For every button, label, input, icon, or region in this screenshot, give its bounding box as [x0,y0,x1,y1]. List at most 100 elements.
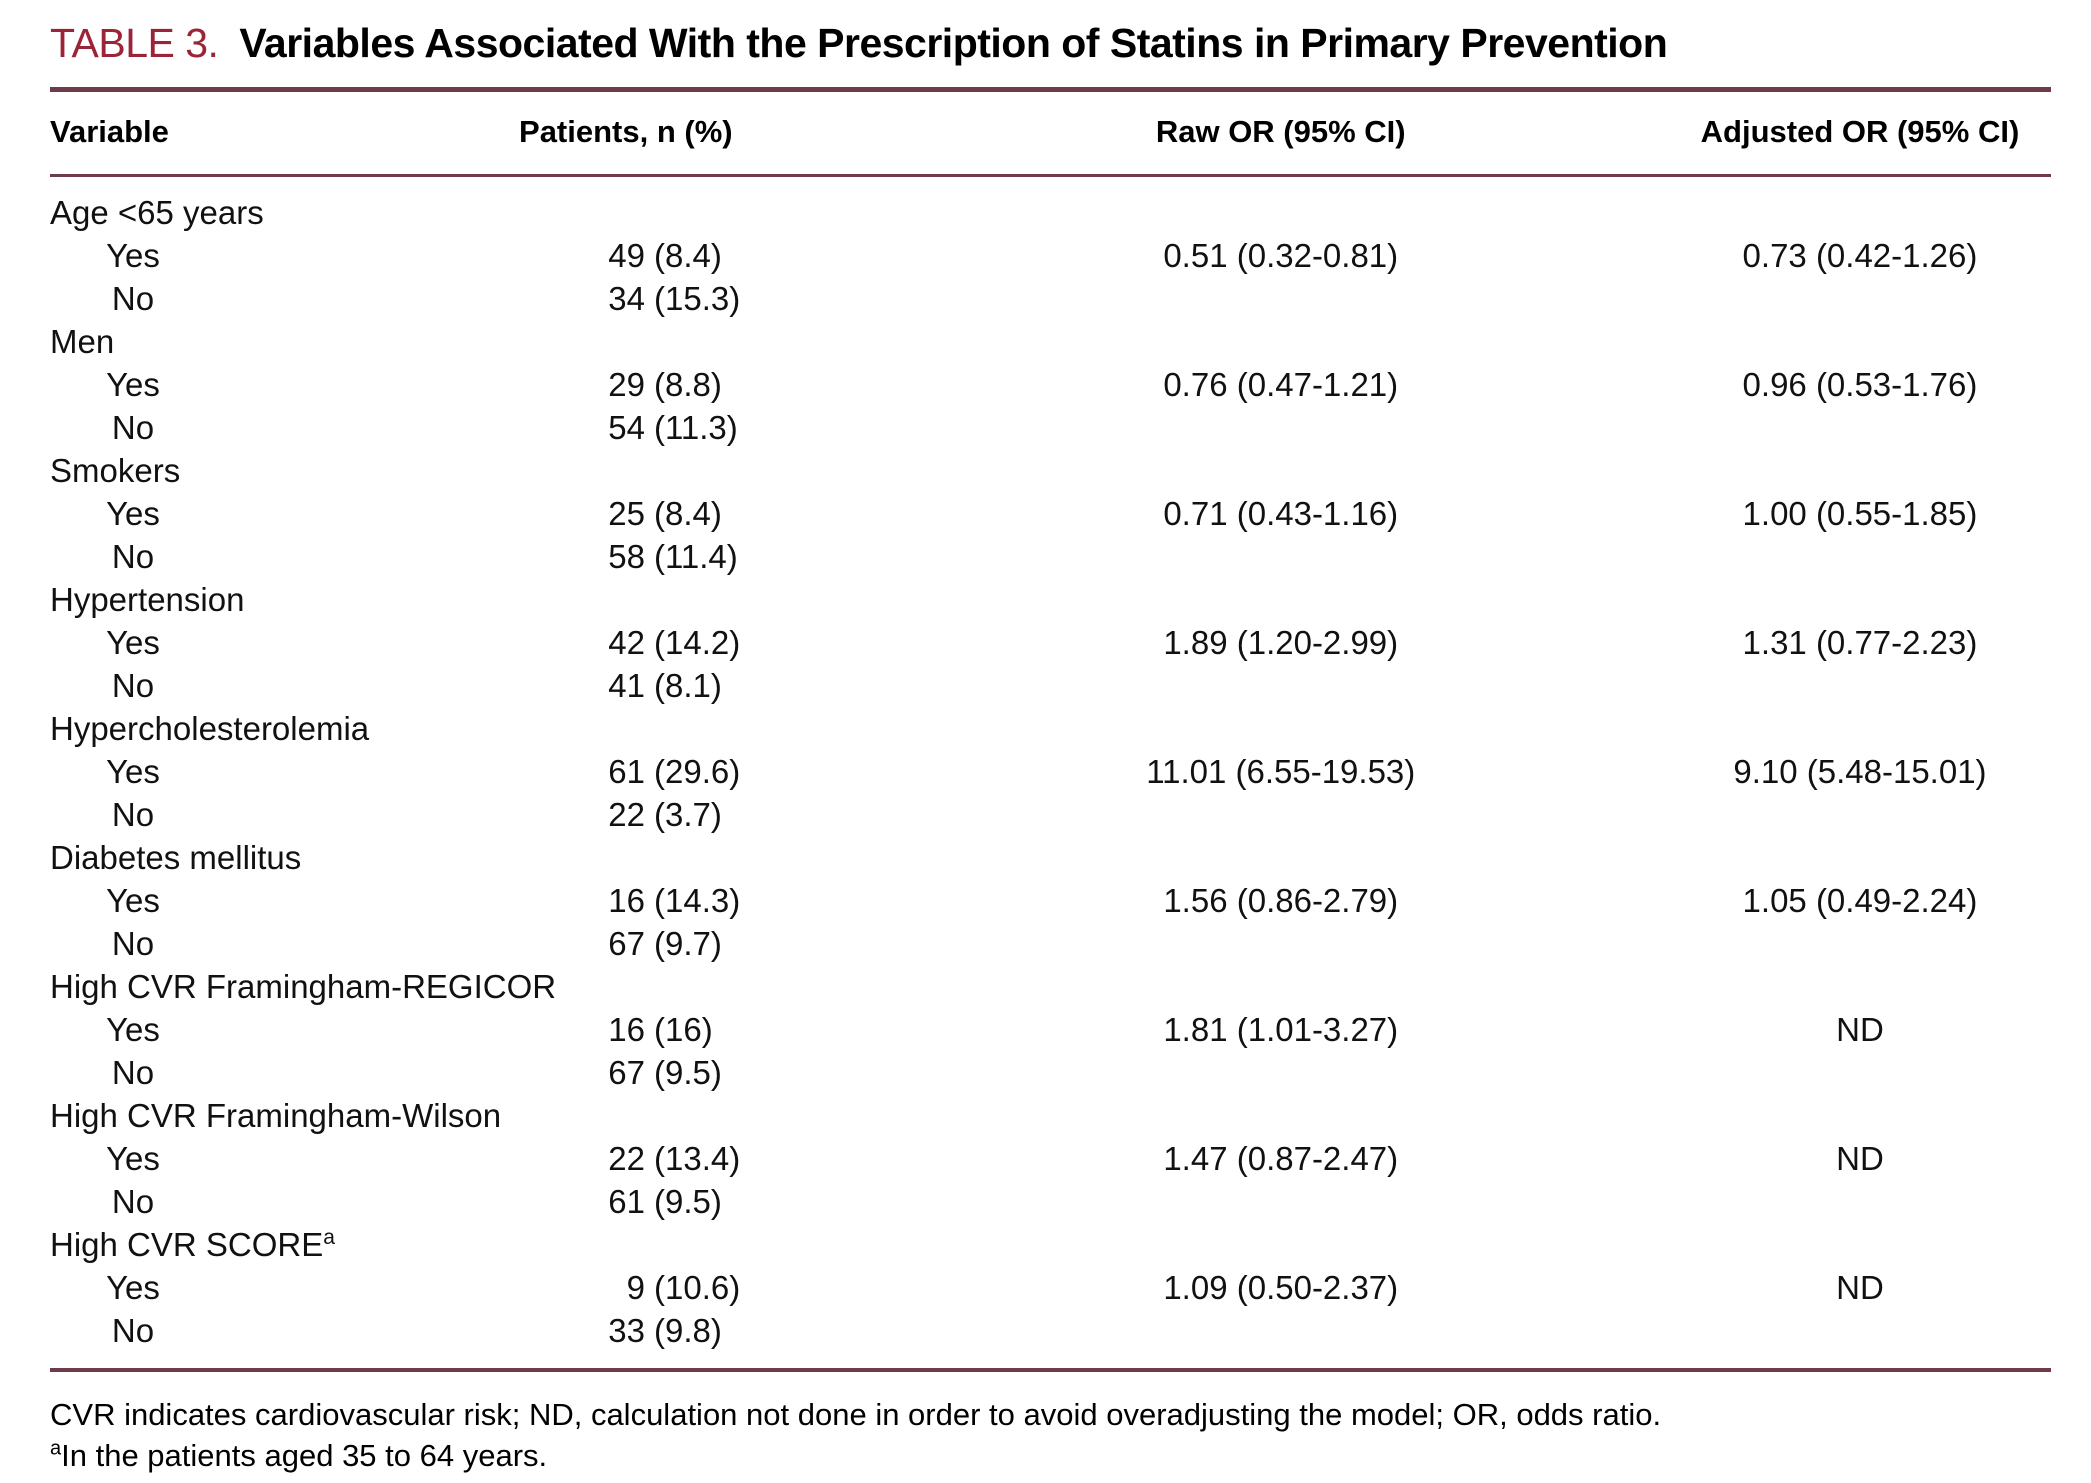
table-row: Yes 22 (13.4) 1.47 (0.87-2.47) ND [50,1137,2051,1180]
sub-label: No [111,1312,155,1349]
table-row: No 58 (11.4) [50,535,2051,578]
sub-label: No [111,796,155,833]
variable-group-cell: High CVR SCOREa [50,1226,335,1263]
variable-sub-cell: Yes [50,1137,491,1180]
patients-cell: 67 (9.5) [491,1051,953,1094]
patients-cell: 9 (10.6) [491,1266,953,1309]
adjusted-or-cell: 0.96 (0.53-1.76) [1742,366,1978,403]
empty-cell [1609,578,2051,621]
variable-group-cell: Hypercholesterolemia [50,710,370,747]
patients-count: 67 [608,1054,646,1091]
adjusted-or-cell [1609,1309,2051,1368]
col-header-patients: Patients, n (%) [491,92,953,177]
table-row: Yes 16 (14.3) 1.56 (0.86-2.79) 1.05 (0.49-2.… [50,879,2051,922]
table-row: No 33 (9.8) [50,1309,2051,1368]
table-row: Yes 61 (29.6) 11.01 (6.55-19.53) 9.10 (5.48-… [50,750,2051,793]
sub-label: No [111,409,155,446]
patients-percent: (11.3) [654,409,738,446]
table-title: TABLE 3. Variables Associated With the P… [50,14,2051,87]
empty-cell [491,1223,953,1266]
patients-count: 22 [608,1140,646,1177]
table-caption: Variables Associated With the Prescripti… [239,20,1668,66]
patients-cell: 16 (16) [491,1008,953,1051]
adjusted-or-cell: 0.73 (0.42-1.26) [1742,237,1978,274]
variable-sub-cell: Yes [50,1266,491,1309]
sub-label: No [111,667,155,704]
patients-percent: (9.7) [654,925,722,962]
empty-cell [1609,836,2051,879]
empty-cell [491,836,953,879]
variable-group-cell: Diabetes mellitus [50,839,302,876]
empty-cell [953,1094,1609,1137]
header-row: Variable Patients, n (%) Raw OR (95% CI)… [50,92,2051,177]
sub-label: No [111,1183,155,1220]
footnote-marker: a [50,1437,62,1460]
sub-label: No [111,538,155,575]
empty-cell [1609,965,2051,1008]
patients-count: 42 [608,624,646,661]
table-row: Yes 25 (8.4) 0.71 (0.43-1.16) 1.00 (0.55-1.8… [50,492,2051,535]
raw-or-cell: 1.81 (1.01-3.27) [1163,1011,1399,1048]
adjusted-or-cell: 1.00 (0.55-1.85) [1742,495,1978,532]
patients-cell: 41 (8.1) [491,664,953,707]
empty-cell [491,449,953,492]
table-row: Yes 16 (16) 1.81 (1.01-3.27) ND [50,1008,2051,1051]
patients-percent: (8.4) [654,495,722,532]
table-row-group: High CVR SCOREa [50,1223,2051,1266]
raw-or-cell: 1.89 (1.20-2.99) [1163,624,1399,661]
empty-cell [491,176,953,235]
patients-count: 33 [608,1312,646,1349]
patients-count: 16 [608,882,646,919]
variable-group-cell: Hypertension [50,581,245,618]
variable-sub-cell: No [50,1309,491,1368]
adjusted-or-cell: 1.05 (0.49-2.24) [1742,882,1978,919]
col-header-raw-or: Raw OR (95% CI) [952,92,1609,177]
patients-percent: (10.6) [654,1269,741,1306]
sub-label: Yes [106,882,160,919]
patients-cell: 58 (11.4) [491,535,953,578]
variable-sub-cell: Yes [50,363,491,406]
empty-cell [491,965,953,1008]
table-row: Yes 9 (10.6) 1.09 (0.50-2.37) ND [50,1266,2051,1309]
table-row: No 61 (9.5) [50,1180,2051,1223]
patients-cell: 25 (8.4) [491,492,953,535]
raw-or-cell [953,277,1609,320]
raw-or-cell [953,1180,1609,1223]
adjusted-or-cell [1609,922,2051,965]
variable-group-cell: High CVR Framingham-Wilson [50,1097,502,1134]
patients-count: 41 [608,667,646,704]
variable-sub-cell: Yes [50,1008,491,1051]
empty-cell [1609,176,2051,235]
patients-count: 9 [626,1269,646,1306]
adjusted-or-cell: 9.10 (5.48-15.01) [1733,753,1987,790]
sub-label: Yes [106,1269,160,1306]
patients-cell: 16 (14.3) [491,879,953,922]
empty-cell [491,320,953,363]
adjusted-or-cell: ND [1836,1011,1884,1048]
variable-sub-cell: Yes [50,621,491,664]
variable-sub-cell: No [50,922,491,965]
sub-label: No [111,925,155,962]
empty-cell [953,707,1609,750]
patients-percent: (13.4) [654,1140,741,1177]
adjusted-or-cell [1609,1180,2051,1223]
adjusted-or-cell: ND [1836,1269,1884,1306]
table-body: Age <65 years Yes 49 (8.4) 0.51 (0.32-0.81) 0… [50,176,2051,1369]
empty-cell [1609,320,2051,363]
table-row-group: Diabetes mellitus [50,836,2051,879]
adjusted-or-cell [1609,1051,2051,1094]
table-row: No 41 (8.1) [50,664,2051,707]
variable-sub-cell: Yes [50,750,491,793]
table-row: No 54 (11.3) [50,406,2051,449]
raw-or-cell: 0.71 (0.43-1.16) [1163,495,1399,532]
patients-cell: 34 (15.3) [491,277,953,320]
raw-or-cell [953,793,1609,836]
raw-or-cell [953,406,1609,449]
sub-label: Yes [106,624,160,661]
patients-cell: 22 (3.7) [491,793,953,836]
top-rule [50,87,2051,92]
patients-cell: 29 (8.8) [491,363,953,406]
variable-sub-cell: No [50,406,491,449]
patients-cell: 61 (9.5) [491,1180,953,1223]
